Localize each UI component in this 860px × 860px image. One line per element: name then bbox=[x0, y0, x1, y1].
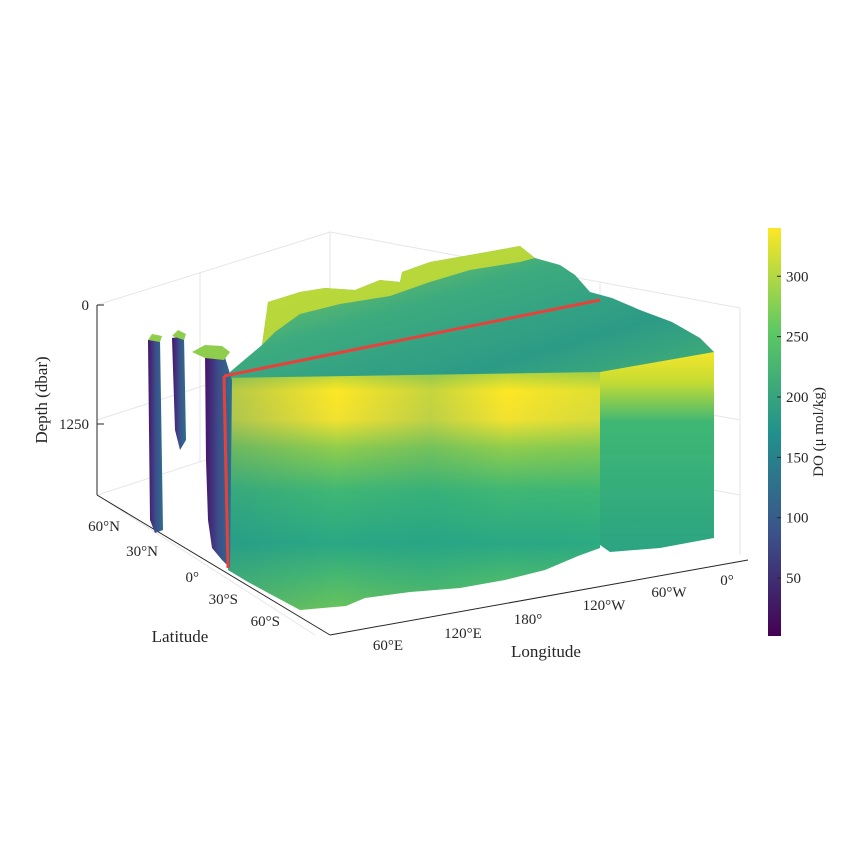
colorbar-tick-label: 300 bbox=[786, 269, 809, 285]
x-axis: 60°E 120°E 180° 120°W 60°W 0° Longitude bbox=[373, 573, 734, 661]
x-tick-label: 60°W bbox=[651, 585, 687, 601]
volume-front-shade bbox=[224, 372, 600, 610]
colorbar-tick-label: 150 bbox=[786, 450, 809, 466]
left-slice-tops bbox=[148, 330, 230, 360]
y-axis-label: Latitude bbox=[152, 627, 209, 646]
colorbar-tick-label: 250 bbox=[786, 330, 809, 346]
x-axis-line bbox=[329, 559, 749, 636]
y-axis: 60°N 30°N 0° 30°S 60°S Latitude bbox=[88, 519, 280, 646]
z-axis-label: Depth (dbar) bbox=[32, 356, 51, 443]
x-tick-label: 120°E bbox=[444, 626, 482, 642]
colorbar-tick-label: 50 bbox=[786, 571, 801, 587]
z-tick-label: 0 bbox=[82, 298, 90, 314]
x-tick-label: 180° bbox=[514, 612, 543, 628]
left-slice-2 bbox=[172, 336, 186, 450]
transect-vertical-line bbox=[222, 375, 230, 569]
axes bbox=[96, 305, 749, 636]
y-tick-label: 30°S bbox=[209, 592, 238, 608]
z-tick-label: 1250 bbox=[59, 417, 89, 433]
y-tick-label: 60°N bbox=[88, 519, 120, 535]
transect-top-line bbox=[223, 298, 601, 378]
colorbar-tick-label: 200 bbox=[786, 390, 809, 406]
x-axis-label: Longitude bbox=[511, 642, 581, 661]
z-axis: 0 1250 Depth (dbar) bbox=[32, 298, 104, 444]
y-tick-label: 0° bbox=[186, 570, 200, 586]
colorbar: 50 100 150 200 250 300 DO (μ mol/kg) bbox=[768, 228, 827, 636]
y-tick-label: 60°S bbox=[251, 614, 280, 630]
x-tick-label: 0° bbox=[720, 573, 734, 589]
y-tick-label: 30°N bbox=[126, 544, 158, 560]
top-surface-highlight bbox=[262, 246, 535, 345]
highlight-transect bbox=[222, 298, 601, 569]
volume-right-face bbox=[600, 352, 714, 552]
colorbar-tick-label: 100 bbox=[786, 511, 809, 527]
colorbar-label: DO (μ mol/kg) bbox=[811, 387, 827, 477]
left-slice-1 bbox=[148, 338, 163, 533]
x-tick-label: 120°W bbox=[583, 598, 626, 614]
colorbar-gradient bbox=[768, 228, 781, 636]
x-tick-label: 60°E bbox=[373, 638, 403, 654]
y-axis-line bbox=[96, 494, 331, 636]
